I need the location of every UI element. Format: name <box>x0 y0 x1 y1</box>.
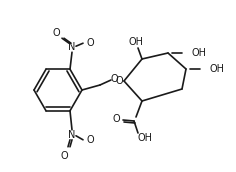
Text: OH: OH <box>138 133 152 143</box>
Text: OH: OH <box>128 37 143 47</box>
Text: N: N <box>68 130 76 140</box>
Text: O: O <box>60 151 68 161</box>
Text: O: O <box>52 28 60 38</box>
Text: N: N <box>68 42 76 52</box>
Text: OH: OH <box>210 64 225 74</box>
Text: O: O <box>110 74 118 84</box>
Text: OH: OH <box>192 48 207 58</box>
Text: O: O <box>86 38 94 48</box>
Text: O: O <box>112 114 120 124</box>
Text: O: O <box>115 76 123 86</box>
Text: O: O <box>86 135 94 145</box>
